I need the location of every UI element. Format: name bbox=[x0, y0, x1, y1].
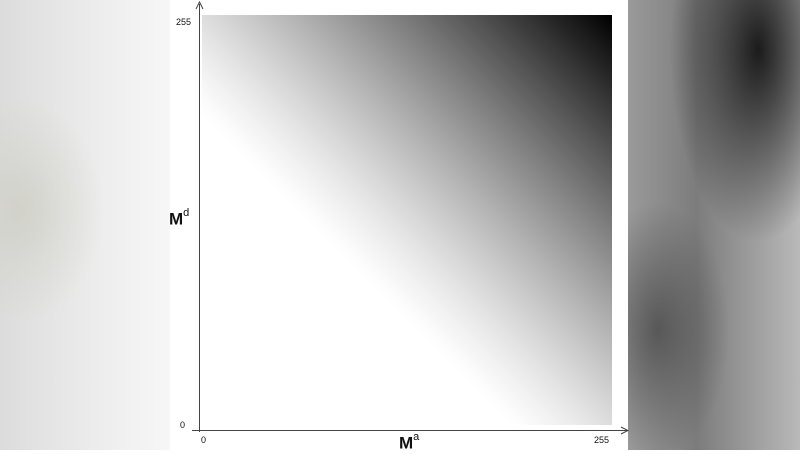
fractal-heatmap bbox=[202, 15, 612, 425]
x-tick-max: 255 bbox=[594, 435, 610, 445]
x-tick-min: 0 bbox=[201, 435, 207, 445]
y-axis-title: Md bbox=[169, 207, 190, 229]
background-left bbox=[0, 0, 170, 450]
background-right bbox=[628, 0, 800, 450]
y-tick-min: 0 bbox=[180, 420, 186, 430]
x-axis-arrow bbox=[620, 426, 630, 435]
y-axis-arrow bbox=[195, 0, 204, 10]
y-tick-max: 255 bbox=[176, 17, 192, 27]
x-axis-title: Ma bbox=[399, 431, 420, 453]
